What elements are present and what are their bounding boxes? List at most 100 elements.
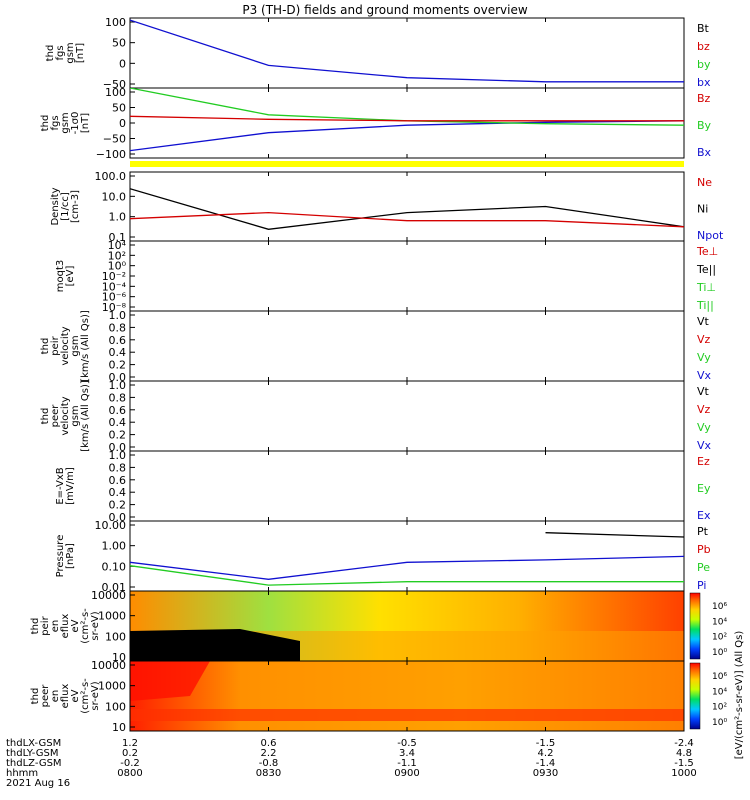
panels: 100500−50thdfgsgsm[nT]Btbzbybx100500−50−… bbox=[30, 16, 724, 734]
y-axis-title: E=-VxB[mV/m] bbox=[55, 467, 76, 505]
y-tick-label: 0.4 bbox=[109, 486, 127, 499]
y-axis-title-line: eV bbox=[70, 689, 81, 702]
colorbar-title: [eV/(cm²-s-sr-eV)] (All Qs) bbox=[734, 631, 745, 760]
y-axis-title-line: eV bbox=[70, 619, 81, 632]
x-axis-value: -1.5 bbox=[536, 738, 556, 749]
y-tick-label: 1.0 bbox=[109, 379, 127, 392]
legend-ti: Ti⊥ bbox=[696, 281, 716, 294]
colorbar-tick-label: 10⁴ bbox=[712, 687, 727, 697]
y-tick-label: 0.2 bbox=[109, 429, 127, 442]
colorbar-tick-label: 10² bbox=[712, 703, 727, 713]
trace-ne bbox=[130, 211, 684, 228]
colorbar-tick-label: 10⁰ bbox=[712, 648, 727, 658]
legend-vt: Vt bbox=[697, 385, 710, 398]
y-tick-label: −50 bbox=[103, 78, 126, 91]
colorbar-tick-label: 10² bbox=[712, 633, 727, 643]
y-tick-label: 10⁻⁴ bbox=[102, 280, 127, 293]
y-axis-title-line: [cm-3] bbox=[70, 190, 81, 223]
y-axis-title-line: thd bbox=[40, 115, 51, 132]
y-tick-label: 0.2 bbox=[109, 499, 127, 512]
y-tick-label: 10⁰ bbox=[108, 260, 127, 273]
y-tick-label: 0.8 bbox=[109, 391, 127, 404]
panel-frame bbox=[129, 310, 685, 382]
legend-pe: Pe bbox=[697, 561, 710, 574]
colorbar-tick-label: 10⁶ bbox=[712, 672, 727, 682]
y-tick-label: −50 bbox=[103, 133, 126, 146]
y-axis-title-line: en bbox=[50, 620, 61, 633]
y-axis-title-line: [nPa] bbox=[65, 543, 76, 569]
electron-spectrogram-hot bbox=[130, 661, 210, 701]
panel-frame bbox=[129, 380, 685, 452]
y-axis-title-line: (cm²-s- bbox=[80, 678, 91, 714]
y-tick-label: 0.2 bbox=[109, 359, 127, 372]
x-axis-row-label: thdLY-GSM bbox=[6, 748, 58, 759]
y-axis-title: thdfgsgsm[nT] bbox=[45, 42, 86, 63]
y-axis-title: thdpeirenefluxeV(cm²-s-sr-eV) bbox=[30, 608, 101, 644]
y-tick-label: 10.00 bbox=[95, 519, 127, 532]
y-axis-title: Density[1/cc][cm-3] bbox=[50, 187, 81, 225]
legend-vy: Vy bbox=[697, 351, 711, 364]
y-axis-title-line: eflux bbox=[60, 614, 71, 639]
y-tick-label: 1000 bbox=[98, 680, 126, 693]
y-tick-label: 100 bbox=[105, 86, 126, 99]
trace-bx bbox=[130, 19, 684, 83]
x-axis-row-label: hhmm bbox=[6, 768, 38, 779]
colorbars: 10⁶ 10⁴ 10² 10⁰ 10⁶ 10⁴ 10² 10⁰ [eV/(cm²-s-sr-eV… bbox=[689, 592, 745, 760]
y-axis-title-line: [km/s (All Qs)] bbox=[80, 310, 91, 382]
y-axis-title-line: eflux bbox=[60, 684, 71, 709]
legend-bx: Bx bbox=[697, 146, 712, 159]
y-axis-title: thdpeervelocitygsm[km/s (All Qs)] bbox=[40, 380, 91, 452]
y-tick-label: 0.1 bbox=[109, 231, 127, 244]
y-axis-title-line: (cm²-s- bbox=[80, 608, 91, 644]
x-axis-row-label: thdLZ-GSM bbox=[6, 758, 62, 769]
y-axis-title-line: [nT] bbox=[80, 113, 91, 133]
y-tick-label: 0.6 bbox=[109, 474, 127, 487]
y-axis-title-line: peer bbox=[50, 404, 61, 428]
legend-ni: Ni bbox=[697, 203, 708, 216]
plot-title: P3 (TH-D) fields and ground moments over… bbox=[242, 3, 527, 17]
panel-frame bbox=[129, 450, 685, 522]
legend-bz: bz bbox=[697, 40, 710, 53]
legend-ex: Ex bbox=[697, 509, 711, 522]
y-axis-title-line: E=-VxB bbox=[55, 467, 66, 504]
legend-vx: Vx bbox=[697, 369, 712, 382]
x-axis-value: 0.2 bbox=[122, 748, 138, 759]
y-tick-label: 10.0 bbox=[102, 190, 127, 203]
x-axis-value: -0.2 bbox=[120, 758, 140, 769]
legend-ey: Ey bbox=[697, 482, 711, 495]
trace-bx bbox=[130, 120, 684, 152]
legend-bx: bx bbox=[697, 76, 711, 89]
y-axis-title-line: thd bbox=[45, 45, 56, 62]
y-tick-label: 0.01 bbox=[102, 581, 127, 594]
legend-te: Te⊥ bbox=[696, 245, 718, 258]
legend-npot: Npot bbox=[697, 229, 724, 242]
x-axis-value: 1000 bbox=[671, 768, 696, 779]
x-axis-value: 2.2 bbox=[261, 748, 277, 759]
legend-by: by bbox=[697, 58, 711, 71]
x-axis-value: 0930 bbox=[533, 768, 558, 779]
legend-vx: Vx bbox=[697, 439, 712, 452]
y-tick-label: 0.0 bbox=[109, 441, 127, 454]
y-tick-label: 1.00 bbox=[102, 540, 127, 553]
y-axis-title-line: peir bbox=[40, 615, 51, 635]
y-tick-label: 10² bbox=[108, 249, 126, 262]
x-axis-value: 0900 bbox=[394, 768, 419, 779]
y-axis-title: thdfgsgsm-1σ0[nT] bbox=[40, 112, 91, 135]
y-tick-label: 1.0 bbox=[109, 309, 127, 322]
y-tick-label: 10⁻⁸ bbox=[102, 301, 127, 314]
trace-bz bbox=[130, 115, 684, 122]
x-axis-value: -1.1 bbox=[397, 758, 417, 769]
legend-pb: Pb bbox=[697, 543, 711, 556]
y-tick-label: 1000 bbox=[98, 610, 126, 623]
legend-ez: Ez bbox=[697, 455, 710, 468]
y-axis-title-line: [km/s (All Qs)] bbox=[80, 380, 91, 452]
trace-pt bbox=[545, 532, 684, 538]
y-axis-title-line: gsm bbox=[70, 405, 81, 426]
x-axis-value: 0.6 bbox=[261, 738, 277, 749]
panel-frame bbox=[129, 87, 685, 159]
legend-pt: Pt bbox=[697, 525, 709, 538]
x-axis-value: 0800 bbox=[117, 768, 142, 779]
x-axis-value: -0.8 bbox=[259, 758, 279, 769]
x-axis-value: 4.2 bbox=[538, 748, 554, 759]
